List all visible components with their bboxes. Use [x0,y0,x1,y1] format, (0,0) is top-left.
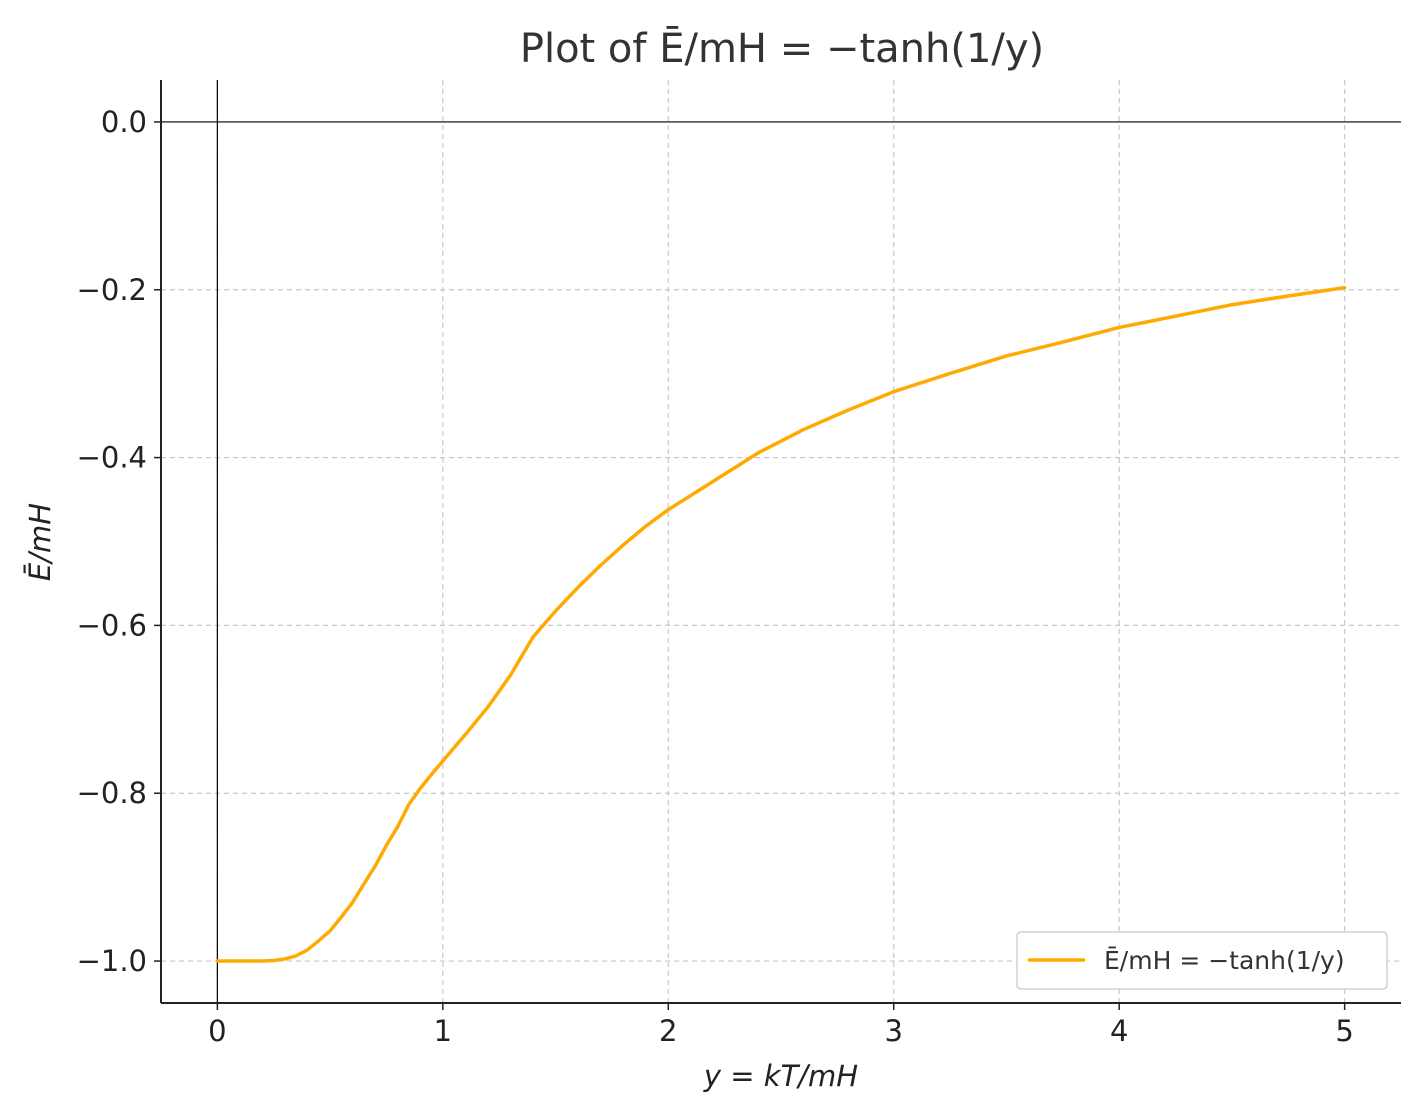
reference-lines [161,80,1401,1003]
grid-layer [161,80,1401,1003]
x-tick-label: 5 [1335,1014,1353,1048]
x-tick-label: 4 [1110,1014,1128,1048]
legend-box [1016,931,1388,990]
y-tick-label: −0.2 [77,273,147,307]
legend: Ē/mH = −tanh(1/y) [1016,931,1388,990]
legend-label: Ē/mH = −tanh(1/y) [1104,946,1345,975]
x-ticks: 0 1 2 3 4 5 [208,1003,1354,1048]
y-tick-label: −1.0 [77,944,147,978]
x-tick-label: 1 [434,1014,452,1048]
y-axis-label: Ē/mH [23,503,57,581]
y-tick-label: −0.6 [77,608,147,642]
series-layer [215,285,1347,963]
series-line [215,285,1347,963]
x-axis-label: y = kT/mH [703,1059,858,1093]
y-tick-label: −0.8 [77,776,147,810]
y-tick-label: −0.4 [77,441,147,475]
y-ticks: 0.0 −0.2 −0.4 −0.6 −0.8 −1.0 [77,105,161,978]
y-tick-label: 0.0 [101,105,147,139]
x-tick-label: 0 [208,1014,226,1048]
chart-title: Plot of Ē/mH = −tanh(1/y) [520,25,1044,72]
axes [160,80,1401,1004]
x-tick-label: 2 [659,1014,677,1048]
x-tick-label: 3 [885,1014,903,1048]
